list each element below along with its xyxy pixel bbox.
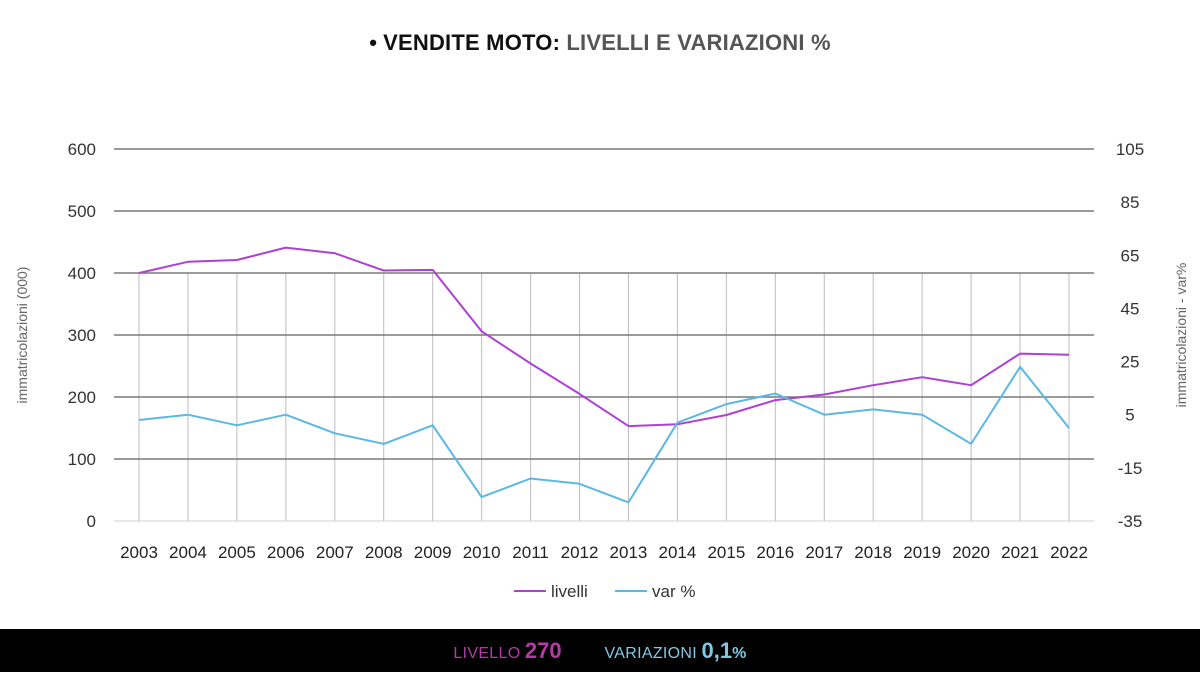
x-tick-label: 2016 [756,543,794,562]
y-axis-title: immatricolazioni (000) [14,267,30,404]
y-tick-label: 600 [68,140,96,159]
y2-tick-label: 85 [1121,193,1140,212]
y2-tick-label: 45 [1121,299,1140,318]
x-tick-label: 2017 [805,543,843,562]
title-rest-part: LIVELLI E VARIAZIONI % [566,30,831,55]
y-tick-label: 400 [68,264,96,283]
x-tick-label: 2012 [561,543,599,562]
livello-label: LIVELLO [453,645,521,662]
x-tick-label: 2007 [316,543,354,562]
legend-label-var: var % [652,582,695,601]
x-tick-label: 2011 [512,543,549,562]
y2-axis-title: immatricolazioni - var% [1173,263,1189,408]
summary-footer: LIVELLO 270 VARIAZIONI 0,1% [0,629,1200,672]
y-tick-label: 100 [68,450,96,469]
y2-tick-label: 25 [1121,353,1140,372]
x-tick-label: 2003 [120,543,158,562]
y2-tick-label: 105 [1116,140,1144,159]
livello-value: 270 [524,638,562,663]
y2-tick-label: -15 [1118,459,1143,478]
series-line-var [138,365,1070,504]
legend-label-livelli: livelli [551,582,588,601]
x-tick-label: 2010 [463,543,501,562]
x-tick-label: 2006 [267,543,305,562]
x-tick-label: 2020 [952,543,990,562]
series-line-livelli [138,246,1070,428]
x-tick-label: 2013 [610,543,648,562]
y-tick-label: 500 [68,202,96,221]
chart-title: • VENDITE MOTO: LIVELLI E VARIAZIONI % [0,30,1200,56]
title-bold-part: VENDITE MOTO: [383,30,561,55]
x-tick-label: 2005 [218,543,256,562]
x-tick-label: 2018 [854,543,892,562]
x-tick-label: 2015 [707,543,745,562]
y2-tick-label: 5 [1125,406,1134,425]
y-tick-label: 200 [68,388,96,407]
x-tick-label: 2021 [1001,543,1039,562]
variazioni-value: 0,1 [701,638,733,663]
variazioni-label: VARIAZIONI [604,645,698,662]
line-chart: 0 100 200 300 400 500 600 -35 -15 5 25 45 65 85 105 200… [14,140,1189,601]
x-tick-label: 2008 [365,543,403,562]
x-tick-label: 2014 [659,543,697,562]
x-tick-label: 2019 [903,543,941,562]
x-tick-label: 2004 [169,543,207,562]
title-bullet: • [369,30,378,55]
variazioni-unit: % [732,645,747,662]
y-tick-label: 300 [68,326,96,345]
y2-tick-label: -35 [1118,512,1143,531]
x-tick-label: 2009 [414,543,452,562]
y2-tick-label: 65 [1121,246,1140,265]
y-tick-label: 0 [87,512,96,531]
x-tick-label: 2022 [1050,543,1088,562]
